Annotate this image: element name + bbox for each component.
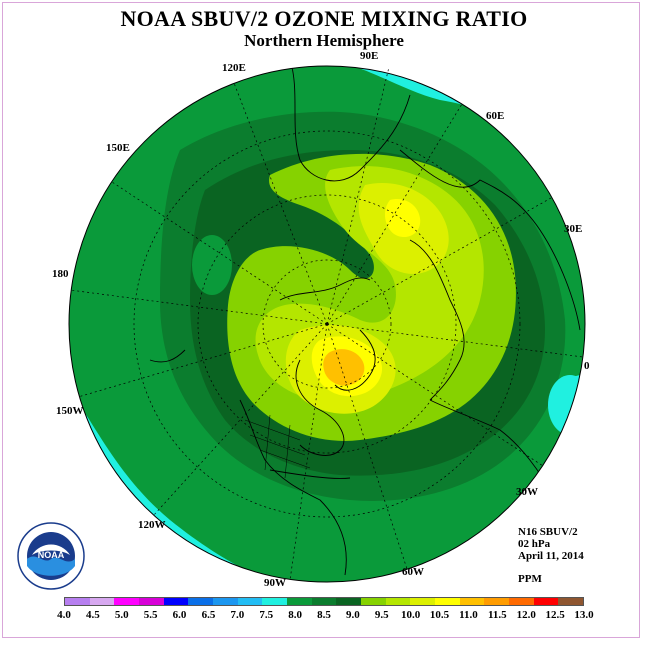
map-boundary: [68, 65, 586, 583]
colorbar-tick-label: 10.0: [401, 609, 421, 621]
colorbar-swatch: [336, 598, 362, 605]
lon-label-90e: 90E: [360, 50, 379, 62]
colorbar-swatch: [435, 598, 460, 605]
colorbar-swatch: [558, 598, 584, 605]
colorbar-tick-label: 8.0: [288, 609, 302, 621]
lon-label-30w: 30W: [516, 486, 538, 498]
colorbar-tick-label: 4.5: [86, 609, 100, 621]
colorbar-tick-label: 11.5: [488, 609, 507, 621]
colorbar-tick-label: 7.0: [230, 609, 245, 621]
colorbar: [64, 597, 584, 606]
lon-label-30e: 30E: [564, 223, 583, 235]
colorbar-swatch: [311, 598, 337, 605]
colorbar-tick-label: 12.5: [545, 609, 565, 621]
colorbar-swatch: [361, 598, 386, 605]
noaa-logo-icon: NOAA: [17, 522, 85, 590]
colorbar-swatch: [459, 598, 485, 605]
instrument-label: N16 SBUV/2: [518, 526, 578, 538]
us-state-borders: [244, 414, 311, 479]
noaa-logo-text: NOAA: [38, 550, 65, 560]
colorbar-swatch: [385, 598, 411, 605]
colorbar-tick-label: 7.5: [259, 609, 274, 621]
colorbar-tick-label: 6.5: [201, 609, 216, 621]
colorbar-tick-label: 4.0: [57, 609, 71, 621]
colorbar-swatch: [114, 598, 140, 605]
colorbar-swatch: [139, 598, 164, 605]
ozone-band-7-5-east: [548, 375, 585, 435]
figure-frame: [2, 2, 640, 638]
colorbar-swatch: [237, 598, 263, 605]
graticule: [69, 66, 584, 581]
colorbar-swatch: [287, 598, 312, 605]
colorbar-tick-label: 9.5: [374, 609, 389, 621]
lon-label-150e: 150E: [106, 142, 130, 154]
colorbar-tick-label: 12.0: [516, 609, 536, 621]
colorbar-tick-label: 5.5: [143, 609, 158, 621]
colorbar-tick-label: 13.0: [574, 609, 594, 621]
colorbar-swatch: [509, 598, 534, 605]
lon-label-180: 180: [52, 268, 69, 280]
page-title: NOAA SBUV/2 OZONE MIXING RATIO: [120, 6, 528, 31]
colorbar-tick-label: 10.5: [429, 609, 450, 621]
colorbar-tick-label: 9.0: [346, 609, 360, 621]
colorbar-swatch: [89, 598, 115, 605]
lon-label-150w: 150W: [56, 405, 84, 417]
lon-label-60e: 60E: [486, 110, 505, 122]
colorbar-swatch: [410, 598, 436, 605]
lon-label-120w: 120W: [138, 519, 166, 531]
lon-label-0: 0: [584, 360, 590, 372]
coastlines: [149, 66, 581, 576]
colorbar-tick-label: 8.5: [317, 609, 331, 621]
units-label: PPM: [518, 573, 542, 585]
page-subtitle: Northern Hemisphere: [244, 31, 404, 50]
colorbar-tick-label: 5.0: [114, 609, 129, 621]
colorbar-tick-label: 11.0: [459, 609, 478, 621]
ozone-band-11-5: [323, 349, 365, 386]
colorbar-swatch: [484, 598, 510, 605]
colorbar-swatch: [163, 598, 189, 605]
colorbar-swatch: [213, 598, 238, 605]
pressure-label: 02 hPa: [518, 538, 551, 550]
lon-label-90w: 90W: [264, 577, 286, 589]
colorbar-swatch: [262, 598, 288, 605]
colorbar-swatch: [65, 598, 90, 605]
colorbar-swatch: [533, 598, 559, 605]
colorbar-swatch: [188, 598, 214, 605]
lon-label-120e: 120E: [222, 62, 246, 74]
date-label: April 11, 2014: [518, 550, 584, 562]
lon-label-60w: 60W: [402, 566, 424, 578]
colorbar-tick-label: 6.0: [172, 609, 187, 621]
ozone-band-11-0: [311, 199, 421, 397]
